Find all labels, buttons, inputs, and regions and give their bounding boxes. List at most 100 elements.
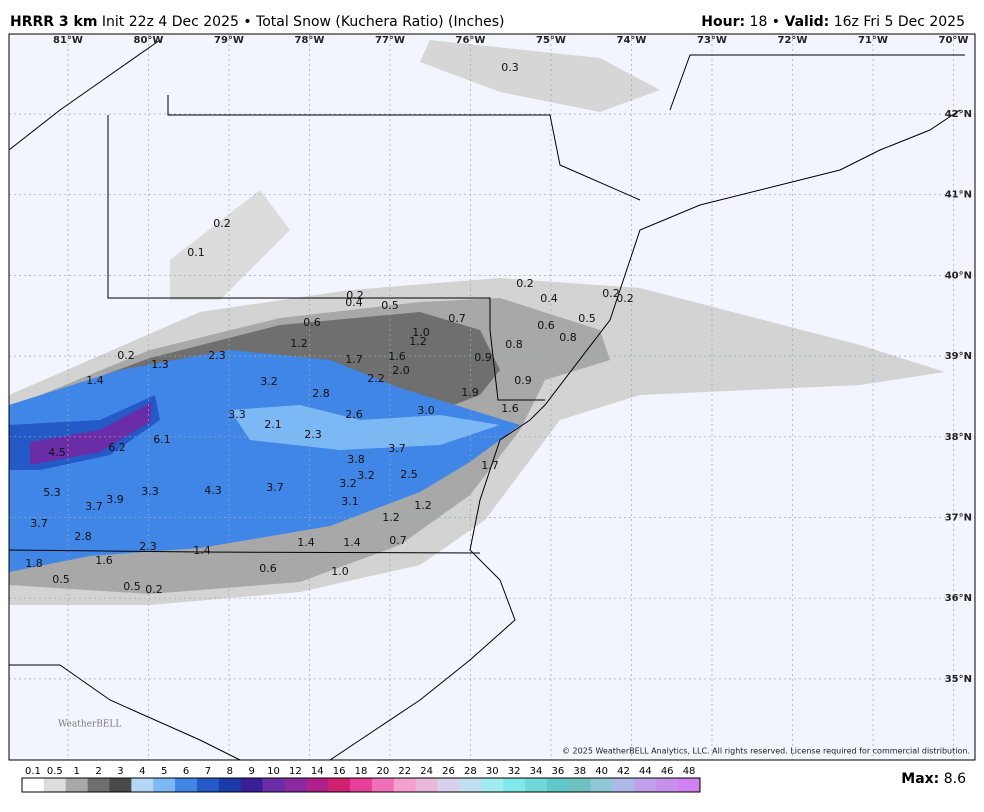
snow-label: 3.8 bbox=[347, 453, 365, 466]
colorbar-swatch bbox=[43, 778, 67, 792]
colorbar-label: 0.1 bbox=[25, 766, 41, 777]
latitude-label: 39°N bbox=[945, 351, 972, 362]
colorbar-swatch bbox=[437, 778, 460, 792]
latitude-label: 42°N bbox=[945, 109, 972, 120]
snow-label: 6.1 bbox=[153, 433, 171, 446]
snow-light bbox=[170, 190, 290, 300]
snow-label: 0.8 bbox=[559, 331, 577, 344]
snow-label: 1.8 bbox=[25, 557, 43, 570]
colorbar-label: 24 bbox=[420, 766, 433, 777]
snow-label: 1.2 bbox=[382, 511, 400, 524]
latitude-label: 37°N bbox=[945, 513, 972, 524]
snow-label: 3.0 bbox=[417, 404, 435, 417]
snow-label: 0.2 bbox=[145, 583, 163, 596]
header-right: Hour: 18 • Valid: 16z Fri 5 Dec 2025 bbox=[701, 14, 965, 30]
snow-label: 3.2 bbox=[339, 477, 357, 490]
colorbar-swatch bbox=[22, 778, 45, 792]
model: HRRR 3 km bbox=[10, 14, 97, 30]
colorbar-label: 42 bbox=[617, 766, 630, 777]
colorbar-label: 3 bbox=[117, 766, 123, 777]
colorbar-label: 9 bbox=[248, 766, 254, 777]
colorbar-label: 14 bbox=[311, 766, 324, 777]
copyright: © 2025 WeatherBELL Analytics, LLC. All r… bbox=[562, 747, 970, 756]
max: Max: 8.6 bbox=[901, 771, 966, 787]
longitude-label: 76°W bbox=[456, 35, 486, 46]
colorbar-label: 46 bbox=[661, 766, 674, 777]
colorbar-label: 36 bbox=[551, 766, 564, 777]
valid-label: Valid: bbox=[785, 14, 830, 30]
state-border bbox=[9, 549, 481, 554]
snow-label: 0.9 bbox=[474, 351, 492, 364]
colorbar-label: 44 bbox=[639, 766, 652, 777]
colorbar-swatch bbox=[196, 778, 220, 792]
snow-label: 0.2 bbox=[213, 217, 231, 230]
snow-label: 5.3 bbox=[43, 486, 61, 499]
snow-light bbox=[420, 40, 660, 112]
latitude-label: 38°N bbox=[945, 432, 972, 443]
snow-label: 1.4 bbox=[86, 374, 104, 387]
snow-label: 0.6 bbox=[537, 319, 555, 332]
colorbar-label: 34 bbox=[530, 766, 543, 777]
snow-label: 2.6 bbox=[345, 408, 363, 421]
state-border bbox=[669, 54, 965, 111]
colorbar-swatch bbox=[568, 778, 592, 792]
latitude-label: 41°N bbox=[945, 190, 972, 201]
colorbar-label: 7 bbox=[205, 766, 211, 777]
snow-purple bbox=[30, 402, 152, 465]
colorbar-swatch bbox=[525, 778, 548, 792]
snow-label: 1.2 bbox=[414, 499, 432, 512]
snow-light-blue bbox=[230, 405, 500, 450]
colorbar-label: 10 bbox=[267, 766, 280, 777]
colorbar-swatch bbox=[634, 778, 657, 792]
longitude-label: 73°W bbox=[697, 35, 727, 46]
snow-label: 2.2 bbox=[367, 372, 385, 385]
longitude-label: 70°W bbox=[939, 35, 969, 46]
colorbar-swatch bbox=[131, 778, 154, 792]
snow-label: 1.0 bbox=[412, 326, 430, 339]
hour-value: 18 • bbox=[745, 14, 784, 30]
colorbar-swatch bbox=[153, 778, 176, 792]
description: Init 22z 4 Dec 2025 • Total Snow (Kucher… bbox=[102, 14, 505, 30]
colorbar-swatch bbox=[590, 778, 614, 792]
colorbar-label: 48 bbox=[683, 766, 696, 777]
colorbar-swatch bbox=[87, 778, 110, 792]
coastline bbox=[329, 109, 961, 760]
snow-label: 1.0 bbox=[331, 565, 349, 578]
snow-label: 1.6 bbox=[95, 554, 113, 567]
snow-label: 3.1 bbox=[341, 495, 359, 508]
snow-label: 1.7 bbox=[481, 459, 499, 472]
snow-label: 2.0 bbox=[392, 364, 410, 377]
colorbar-swatch bbox=[393, 778, 417, 792]
snow-label: 1.4 bbox=[297, 536, 315, 549]
longitude-label: 78°W bbox=[295, 35, 325, 46]
snow-label: 0.2 bbox=[346, 289, 364, 302]
snow-label: 4.3 bbox=[204, 484, 222, 497]
snow-label: 4.5 bbox=[48, 446, 66, 459]
snow-label: 0.3 bbox=[501, 61, 519, 74]
hour-label: Hour: bbox=[701, 14, 745, 30]
snow-label: 2.5 bbox=[400, 468, 418, 481]
colorbar-label: 12 bbox=[289, 766, 302, 777]
colorbar-swatch bbox=[678, 778, 701, 792]
snow-label: 3.7 bbox=[266, 481, 284, 494]
colorbar-label: 5 bbox=[161, 766, 167, 777]
lake-shore bbox=[9, 39, 161, 151]
longitude-label: 74°W bbox=[617, 35, 647, 46]
snow-label: 0.6 bbox=[259, 562, 277, 575]
snow-label: 3.2 bbox=[357, 469, 375, 482]
colorbar-label: 32 bbox=[508, 766, 521, 777]
header-left: HRRR 3 km Init 22z 4 Dec 2025 • Total Sn… bbox=[10, 14, 504, 30]
snow-label: 3.7 bbox=[30, 517, 48, 530]
map-area: 0.30.20.10.20.4 0.50.61.00.71.21.7 1.61.22… bbox=[9, 34, 975, 760]
colorbar-label: 6 bbox=[183, 766, 189, 777]
snow-label: 6.2 bbox=[108, 441, 126, 454]
valid-value: 16z Fri 5 Dec 2025 bbox=[829, 14, 965, 30]
colorbar-swatch bbox=[218, 778, 242, 792]
longitude-label: 72°W bbox=[778, 35, 808, 46]
map-frame bbox=[8, 33, 976, 761]
snow-label: 3.2 bbox=[260, 375, 278, 388]
snow-label: 2.8 bbox=[74, 530, 92, 543]
snow-label: 1.9 bbox=[461, 386, 479, 399]
snow-label: 0.5 bbox=[52, 573, 70, 586]
